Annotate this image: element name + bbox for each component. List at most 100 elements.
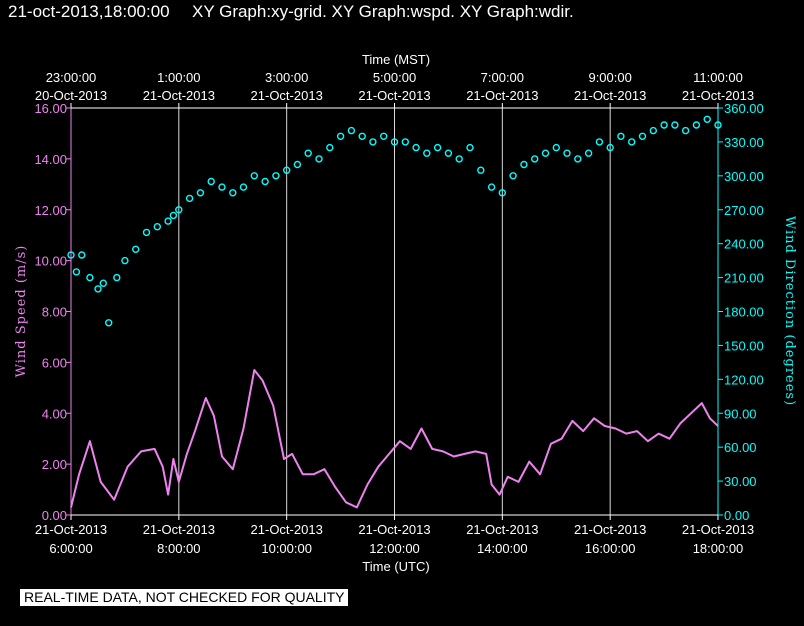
wind-direction-point (681, 126, 690, 135)
x-top-tick-date: 20-Oct-2013 (35, 88, 107, 103)
tick-labels: 21-Oct-2013 6:00:00 21-Oct-2013 8:00:00 21-O… (34, 70, 763, 556)
wind-direction-point (185, 194, 194, 203)
x-top-tick-date: 21-Oct-2013 (574, 88, 646, 103)
wind-direction-point (142, 228, 151, 237)
wind-direction-point (94, 285, 102, 293)
x-bottom-tick-date: 21-Oct-2013 (35, 522, 107, 537)
y-left-tick-label: 12.00 (34, 203, 67, 218)
quality-notice: REAL-TIME DATA, NOT CHECKED FOR QUALITY (20, 589, 349, 606)
wind-direction-point (369, 138, 377, 146)
wind-direction-point (304, 149, 312, 157)
x-top-tick-time: 3:00:00 (265, 70, 308, 85)
y-right-tick-label: 150.00 (724, 338, 764, 353)
wind-direction-point (326, 143, 334, 152)
wind-direction-point (218, 183, 226, 191)
wind-direction-point (261, 177, 269, 186)
wind-direction-point (584, 149, 593, 157)
x-bottom-tick-time: 18:00:00 (693, 541, 744, 556)
wind-direction-point (196, 189, 205, 197)
wind-direction-point (175, 206, 183, 214)
y-left-tick-label: 16.00 (34, 101, 67, 116)
wind-direction-point (169, 211, 178, 220)
y-right-tick-label: 90.00 (724, 406, 757, 421)
y-left-tick-label: 8.00 (42, 305, 67, 320)
wind-direction-point (574, 155, 582, 163)
y-right-tick-label: 330.00 (724, 135, 764, 150)
wind-direction-point (358, 132, 366, 141)
x-top-tick-time: 7:00:00 (481, 70, 524, 85)
wind-direction-point (638, 132, 647, 141)
y-left-tick-label: 0.00 (42, 508, 67, 523)
x-bottom-tick-time: 14:00:00 (477, 541, 528, 556)
wind-direction-point (455, 155, 463, 163)
wind-direction-point (121, 256, 129, 265)
x-top-tick-time: 5:00:00 (373, 70, 416, 85)
y-right-axis-title: Wind Direction (degrees) (782, 216, 797, 406)
wind-direction-point (283, 166, 291, 174)
x-bottom-tick-date: 21-Oct-2013 (143, 522, 215, 537)
x-top-tick-date: 21-Oct-2013 (143, 88, 215, 103)
wind-direction-point (671, 121, 679, 129)
wind-direction-point (477, 166, 485, 174)
wind-direction-point (104, 319, 113, 327)
wind-direction-point (703, 115, 711, 124)
wind-direction-point (401, 138, 409, 146)
wind-direction-point (250, 172, 259, 180)
axes (66, 103, 723, 520)
wind-direction-point (153, 222, 162, 231)
x-bottom-tick-date: 21-Oct-2013 (682, 522, 754, 537)
y-left-tick-label: 4.00 (42, 406, 67, 421)
wind-direction-point (628, 138, 636, 146)
wind-direction-point (347, 126, 356, 135)
wind-direction-point (692, 121, 701, 129)
x-top-tick-time: 11:00:00 (693, 70, 743, 85)
y-right-tick-label: 300.00 (724, 169, 764, 184)
wind-direction-point (531, 155, 539, 163)
wind-direction-point (78, 251, 86, 259)
y-right-tick-label: 360.00 (724, 101, 764, 116)
x-top-tick-date: 21-Oct-2013 (466, 88, 538, 103)
wind-direction-point (423, 149, 431, 157)
wind-direction-point (239, 183, 248, 191)
x-bottom-tick-time: 10:00:00 (261, 541, 312, 556)
wind-direction-point (433, 143, 442, 152)
wind-direction-point (272, 172, 280, 180)
wind-speed-series (70, 369, 719, 509)
x-top-tick-time: 1:00:00 (157, 70, 200, 85)
wind-direction-point (72, 268, 81, 276)
x-bottom-tick-time: 6:00:00 (49, 541, 92, 556)
y-left-tick-label: 6.00 (42, 355, 67, 370)
y-left-axis-title: Wind Speed (m/s) (14, 245, 29, 378)
x-top-tick-date: 21-Oct-2013 (682, 88, 754, 103)
x-bottom-tick-date: 21-Oct-2013 (251, 522, 323, 537)
y-right-tick-label: 30.00 (724, 474, 757, 489)
y-right-tick-label: 240.00 (724, 237, 764, 252)
x-bottom-tick-date: 21-Oct-2013 (358, 522, 430, 537)
wind-direction-point (164, 217, 172, 225)
x-bottom-tick-time: 12:00:00 (369, 541, 420, 556)
y-right-tick-label: 180.00 (724, 305, 764, 320)
y-right-tick-label: 120.00 (724, 372, 764, 387)
wind-direction-point (552, 143, 560, 152)
y-right-tick-label: 270.00 (724, 203, 764, 218)
grid-layer (178, 108, 611, 515)
wind-direction-point (509, 172, 517, 180)
wind-direction-point (520, 160, 528, 169)
x-bottom-tick-date: 21-Oct-2013 (466, 522, 538, 537)
wind-direction-point (380, 132, 388, 141)
y-right-tick-label: 210.00 (724, 271, 764, 286)
wind-direction-point (113, 273, 121, 282)
x-top-axis-title: Time (MST) (362, 52, 430, 67)
wind-direction-point (336, 132, 345, 141)
x-bottom-axis-title: Time (UTC) (362, 559, 429, 574)
x-bottom-tick-time: 16:00:00 (585, 541, 636, 556)
x-top-tick-date: 21-Oct-2013 (358, 88, 430, 103)
y-right-tick-label: 60.00 (724, 440, 757, 455)
header-graph-list: XY Graph:xy-grid. XY Graph:wspd. XY Grap… (192, 2, 574, 21)
wind-direction-point (444, 149, 453, 157)
wind-direction-point (541, 149, 550, 157)
wind-direction-point (412, 143, 420, 152)
wind-direction-point (315, 155, 323, 163)
wind-speed-line (70, 369, 719, 509)
